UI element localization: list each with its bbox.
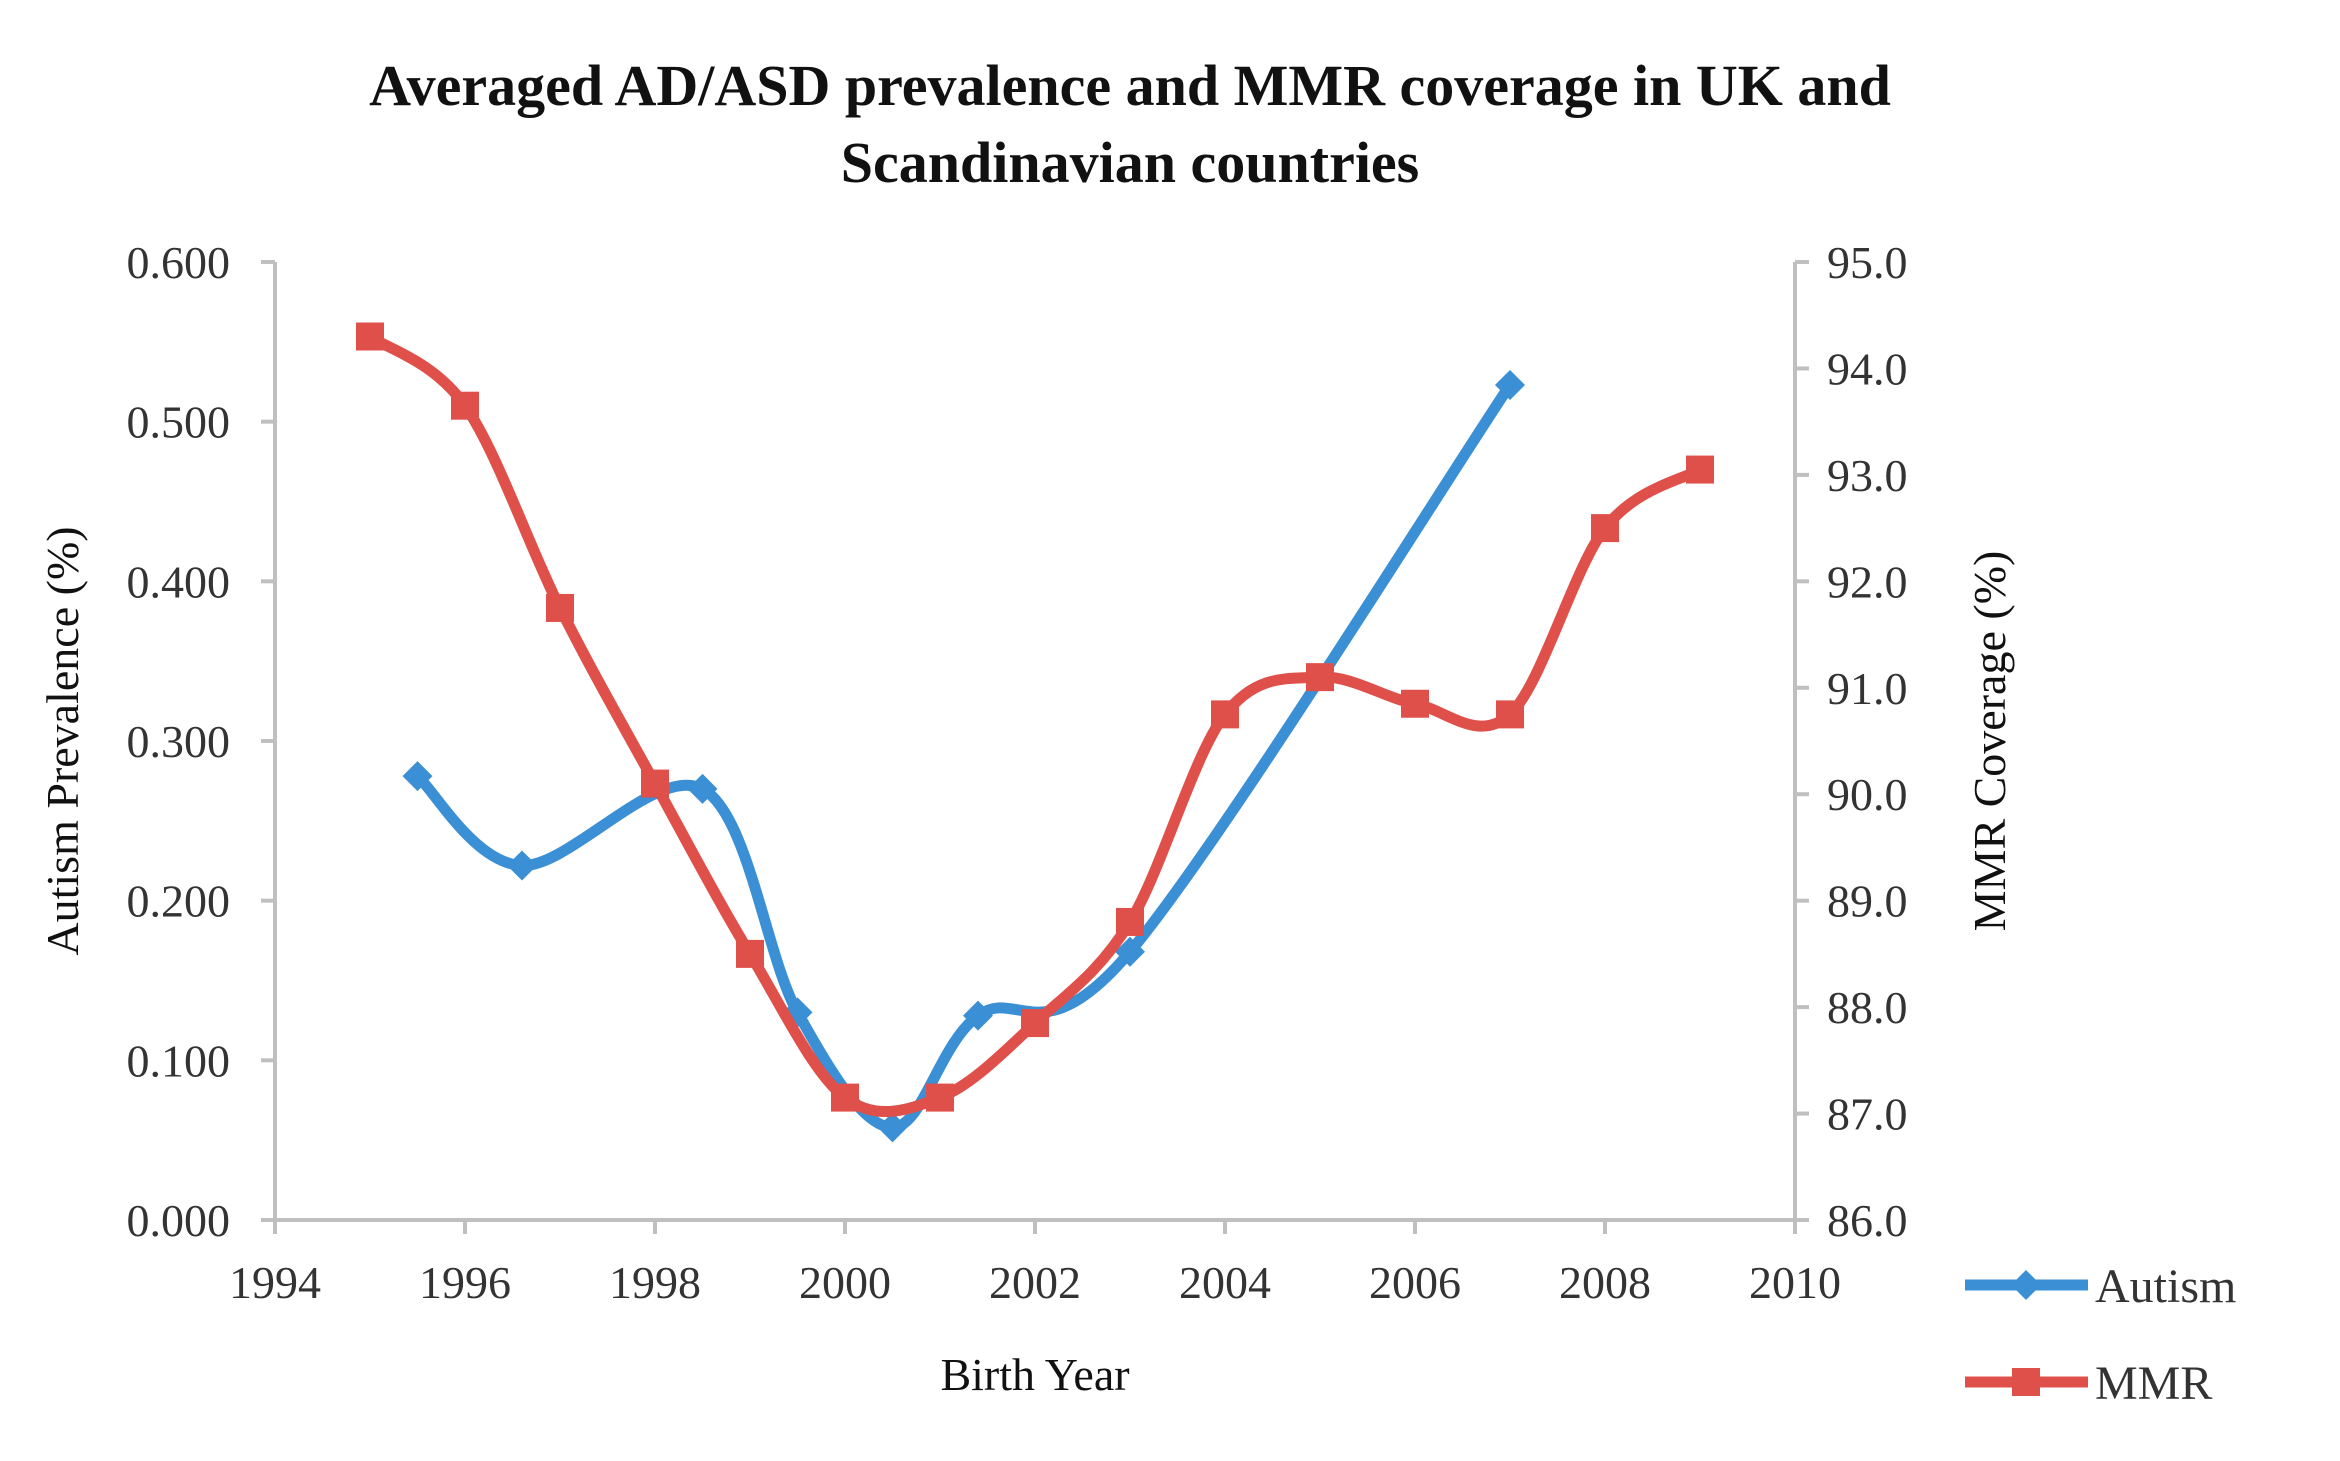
y-right-tick-label: 89.0 [1827,876,1908,927]
mmr-point [1401,689,1429,718]
autism-point [963,1000,993,1031]
y-left-tick-label: 0.600 [127,237,231,288]
autism-point [402,761,433,792]
y-left-tick-label: 0.300 [127,716,231,767]
mmr-point [451,391,479,420]
mmr-point [831,1083,859,1112]
mmr-point [1306,663,1334,692]
mmr-point [546,593,574,622]
mmr-point [926,1083,954,1112]
y-right-tick-label: 87.0 [1827,1089,1908,1140]
legend-label: Autism [2095,1260,2236,1313]
y-axis-right-title: MMR Coverage (%) [1964,551,2015,932]
mmr-point [356,322,384,351]
chart-title-line: Averaged AD/ASD prevalence and MMR cover… [369,53,1891,118]
legend-item-autism: Autism [1965,1260,2236,1313]
x-tick-label: 2004 [1179,1257,1271,1308]
y-left-tick-label: 0.400 [127,556,231,607]
y-left-tick-label: 0.100 [127,1035,231,1086]
autism-point [687,773,718,804]
x-tick-label: 2000 [799,1257,891,1308]
mmr-point [1116,907,1144,936]
y-right-tick-label: 93.0 [1827,450,1908,501]
mmr-point [641,769,669,798]
y-axis-left-title: Autism Prevalence (%) [37,526,88,955]
y-right-tick-label: 90.0 [1827,769,1908,820]
chart-title-line: Scandinavian countries [841,130,1420,195]
x-tick-label: 1994 [229,1257,321,1308]
x-tick-label: 2010 [1749,1257,1841,1308]
y-right-tick-label: 92.0 [1827,556,1908,607]
chart-title: Averaged AD/ASD prevalence and MMR cover… [369,53,1891,195]
mmr-point [1591,514,1619,543]
autism-point [507,850,537,881]
y-left-tick-label: 0.200 [127,876,231,927]
autism-point [1115,936,1145,967]
x-tick-label: 2008 [1559,1257,1651,1308]
mmr-point [1211,700,1239,729]
legend-swatch-marker [2011,1270,2041,1300]
y-right-tick-label: 95.0 [1827,237,1908,288]
x-tick-label: 2006 [1369,1257,1461,1308]
autism-point [1495,369,1525,400]
x-tick-label: 2002 [989,1257,1081,1308]
y-right-tick-label: 91.0 [1827,663,1908,714]
legend-swatch-marker [2012,1368,2040,1396]
series-autism [402,369,1525,1143]
y-left-tick-label: 0.500 [127,397,231,448]
autism-point [877,1112,908,1143]
x-axis-title: Birth Year [940,1349,1129,1400]
x-tick-label: 1998 [609,1257,701,1308]
y-right-tick-label: 86.0 [1827,1195,1908,1246]
y-right-tick-label: 94.0 [1827,343,1908,394]
series-mmr [356,322,1714,1118]
y-right-tick-label: 88.0 [1827,982,1908,1033]
mmr-point [736,939,764,968]
legend: Autism MMR [1965,1260,2236,1410]
axes: 1994 1996 1998 2000 2002 2004 2006 2008 2010 0.00… [37,237,2015,1400]
legend-label: MMR [2095,1357,2212,1410]
legend-item-mmr: MMR [1965,1357,2212,1410]
mmr-point [1686,455,1714,484]
mmr-point [1496,700,1524,729]
x-tick-label: 1996 [419,1257,511,1308]
series-layer [356,322,1714,1143]
y-left-tick-label: 0.000 [127,1195,231,1246]
mmr-point [1021,1009,1049,1038]
